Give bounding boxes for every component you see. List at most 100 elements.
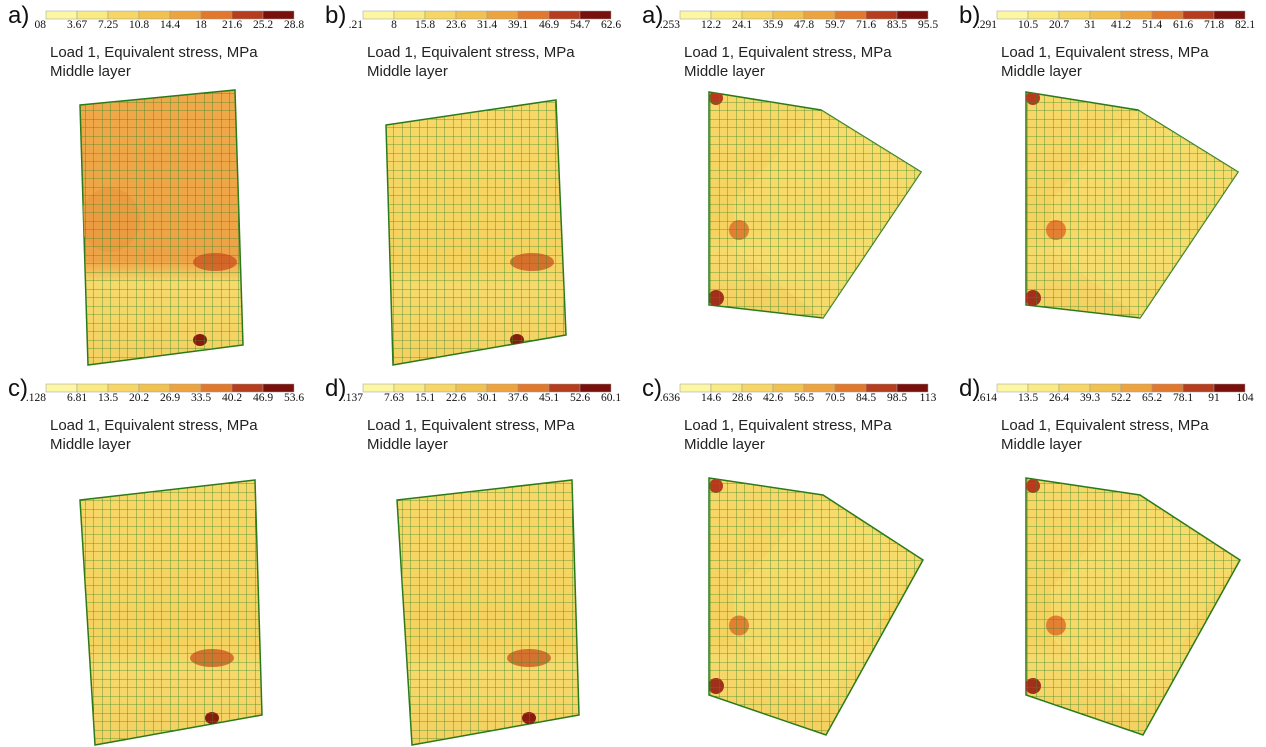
colorbar-tick: 46.9 <box>253 392 273 404</box>
colorbar-swatch <box>518 11 549 19</box>
caption: Load 1, Equivalent stress, MPa <box>50 417 258 434</box>
colorbar-swatch <box>263 11 294 19</box>
caption: Load 1, Equivalent stress, MPa <box>684 417 892 434</box>
colorbar-tick: 22.6 <box>446 392 466 404</box>
colorbar-tick: 51.4 <box>1142 19 1162 31</box>
colorbar-tick: 13.5 <box>98 392 118 404</box>
colorbar-swatch <box>518 384 549 392</box>
colorbar-tick: 25.2 <box>253 19 273 31</box>
colorbar-swatch <box>263 384 294 392</box>
colorbar-swatch <box>108 384 139 392</box>
colorbar-tick: 3.67 <box>67 19 87 31</box>
panel-label: b) <box>959 2 980 30</box>
caption: Load 1, Equivalent stress, MPa <box>1001 44 1209 61</box>
panel: .1377.6315.122.630.137.645.152.660.1d)Lo… <box>317 373 633 746</box>
colorbar-tick: 24.1 <box>732 19 752 31</box>
colorbar-tick: 46.9 <box>539 19 559 31</box>
colorbar-swatch <box>1183 384 1214 392</box>
colorbar-tick: 41.2 <box>1111 19 1131 31</box>
colorbar-tick: 20.7 <box>1049 19 1069 31</box>
colorbar-tick: 6.81 <box>67 392 87 404</box>
panel-label: a) <box>642 2 663 30</box>
colorbar-swatch <box>139 11 170 19</box>
colorbar-tick: 70.5 <box>825 392 845 404</box>
colorbar-tick: 47.8 <box>794 19 814 31</box>
panel-label: c) <box>642 375 662 403</box>
colorbar-swatch <box>108 11 139 19</box>
colorbar-swatch <box>711 11 742 19</box>
colorbar-swatch <box>835 11 866 19</box>
colorbar-swatch <box>46 11 77 19</box>
colorbar-tick: 14.4 <box>160 19 180 31</box>
colorbar-swatch <box>77 11 108 19</box>
colorbar-swatch <box>170 11 201 19</box>
colorbar-tick: 26.9 <box>160 392 180 404</box>
layer-label: Middle layer <box>367 436 448 453</box>
panel-label: d) <box>959 375 980 403</box>
colorbar-swatch <box>1059 384 1090 392</box>
colorbar-tick: 71.8 <box>1204 19 1224 31</box>
colorbar-swatch <box>170 384 201 392</box>
figure: 083.677.2510.814.41821.625.228.8a)Load 1… <box>0 0 1266 747</box>
colorbar-tick: 60.1 <box>601 392 621 404</box>
colorbar-tick: 7.63 <box>384 392 404 404</box>
colorbar-swatch <box>1090 11 1121 19</box>
colorbar-tick: 42.6 <box>763 392 783 404</box>
colorbar-swatch <box>232 11 263 19</box>
colorbar-tick: 12.2 <box>701 19 721 31</box>
colorbar-tick: 52.2 <box>1111 392 1131 404</box>
colorbar-swatch <box>773 11 804 19</box>
colorbar-swatch <box>866 11 897 19</box>
colorbar-tick: 39.3 <box>1080 392 1100 404</box>
colorbar-swatch <box>742 384 773 392</box>
colorbar-tick: .636 <box>660 392 680 404</box>
colorbar-swatch <box>680 11 711 19</box>
colorbar-tick: 33.5 <box>191 392 211 404</box>
colorbar-swatch <box>804 11 835 19</box>
colorbar-tick: 98.5 <box>887 392 907 404</box>
colorbar-tick: .128 <box>26 392 46 404</box>
colorbar-tick: 91 <box>1208 392 1220 404</box>
colorbar-swatch <box>425 11 456 19</box>
colorbar-tick: 28.6 <box>732 392 752 404</box>
colorbar-swatch <box>997 384 1028 392</box>
colorbar-swatch <box>1028 384 1059 392</box>
panel: .21815.823.631.439.146.954.762.6b)Load 1… <box>317 0 633 373</box>
colorbar-swatch <box>139 384 170 392</box>
colorbar-swatch <box>1214 384 1245 392</box>
panel-label: c) <box>8 375 28 403</box>
colorbar-swatch <box>201 384 232 392</box>
panel-label: d) <box>325 375 346 403</box>
colorbar-swatch <box>742 11 773 19</box>
colorbar-tick: 113 <box>920 392 937 404</box>
colorbar-tick: 54.7 <box>570 19 590 31</box>
colorbar-swatch <box>580 11 611 19</box>
caption: Load 1, Equivalent stress, MPa <box>367 44 575 61</box>
colorbar-swatch <box>711 384 742 392</box>
colorbar-swatch <box>897 11 928 19</box>
layer-label: Middle layer <box>367 63 448 80</box>
colorbar-tick: 23.6 <box>446 19 466 31</box>
colorbar-swatch <box>46 384 77 392</box>
layer-label: Middle layer <box>1001 436 1082 453</box>
colorbar-tick: 59.7 <box>825 19 845 31</box>
colorbar-swatch <box>394 384 425 392</box>
colorbar-swatch <box>804 384 835 392</box>
colorbar-swatch <box>201 11 232 19</box>
colorbar-swatch <box>1152 11 1183 19</box>
colorbar-tick: 30.1 <box>477 392 497 404</box>
colorbar-swatch <box>1090 384 1121 392</box>
colorbar-tick: 18 <box>195 19 207 31</box>
colorbar-swatch <box>394 11 425 19</box>
colorbar-tick: 71.6 <box>856 19 876 31</box>
colorbar-tick: 84.5 <box>856 392 876 404</box>
colorbar-tick: 40.2 <box>222 392 242 404</box>
colorbar-swatch <box>866 384 897 392</box>
colorbar-swatch <box>487 384 518 392</box>
colorbar-tick: 14.6 <box>701 392 721 404</box>
colorbar-swatch <box>1183 11 1214 19</box>
colorbar-tick: 45.1 <box>539 392 559 404</box>
colorbar-tick: 82.1 <box>1235 19 1255 31</box>
